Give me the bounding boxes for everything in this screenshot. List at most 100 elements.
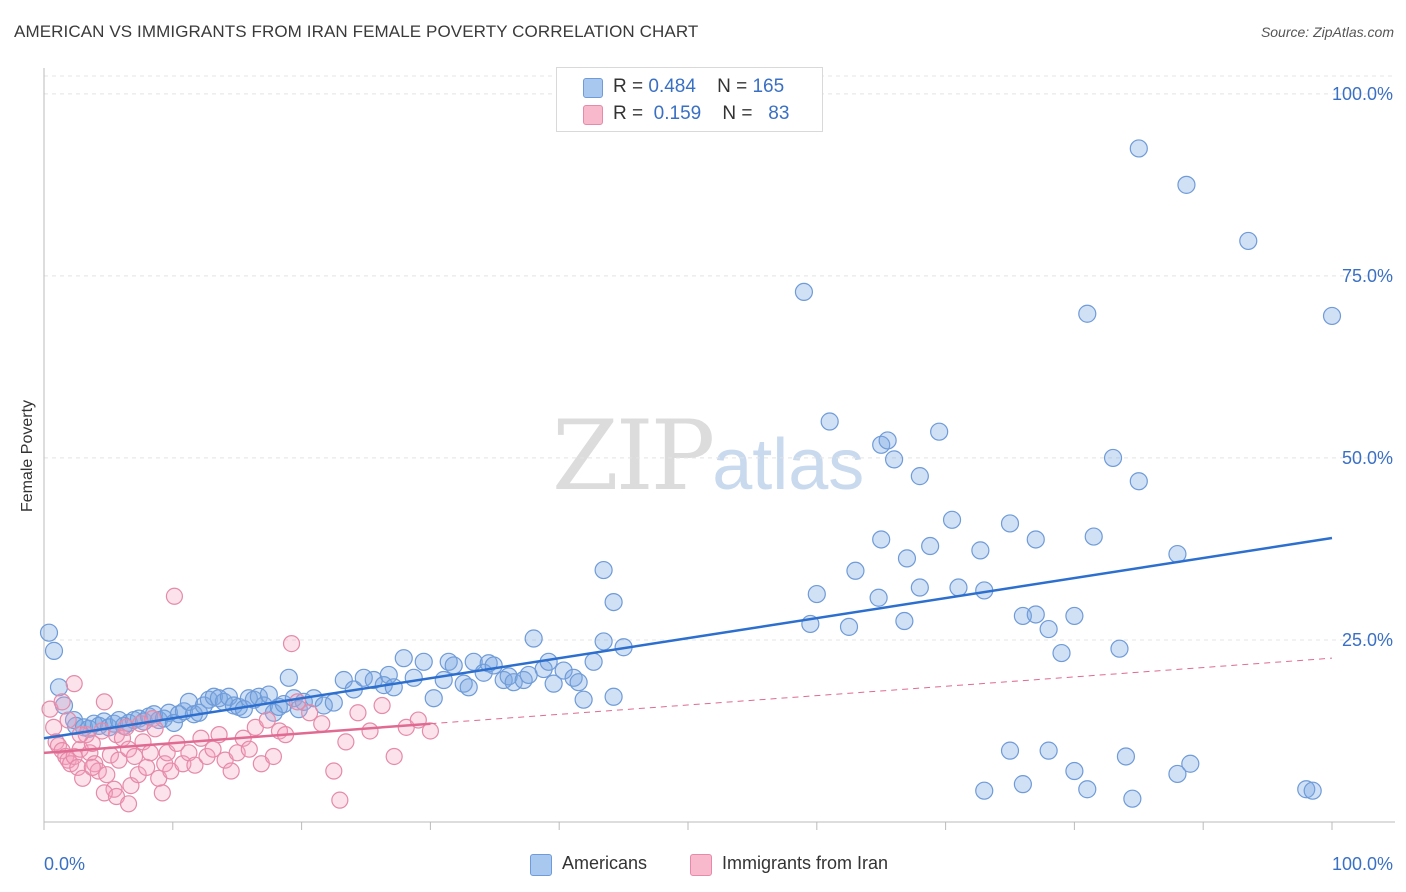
american-point xyxy=(514,670,533,690)
american-point xyxy=(459,678,478,697)
y-tick-label: 50.0% xyxy=(1342,448,1393,468)
iran-point xyxy=(337,733,355,751)
iran-point xyxy=(53,693,71,711)
iran-point xyxy=(282,635,301,653)
r-label: R = xyxy=(613,76,644,97)
iran-swatch xyxy=(583,105,603,125)
american-point xyxy=(1181,754,1200,773)
american-point xyxy=(444,656,463,675)
iran-point xyxy=(373,696,391,715)
american-point xyxy=(949,578,968,597)
x-tick-label: 0.0% xyxy=(44,854,85,874)
american-point xyxy=(1039,619,1058,639)
american-point xyxy=(314,696,333,715)
iran-point xyxy=(349,704,367,722)
iran-point xyxy=(153,784,171,802)
american-point xyxy=(1110,639,1129,658)
n-value: 83 xyxy=(768,103,790,124)
american-point xyxy=(524,629,543,648)
american-point xyxy=(384,678,403,697)
iran-point xyxy=(119,795,138,813)
n-value: 165 xyxy=(752,76,785,97)
american-point xyxy=(1026,530,1045,549)
watermark-atlas: atlas xyxy=(712,425,865,505)
american-point xyxy=(1026,605,1045,624)
american-point xyxy=(1013,775,1032,794)
american-point xyxy=(1078,304,1097,323)
american-point xyxy=(499,667,518,686)
iran-point xyxy=(146,720,164,738)
american-trend-line xyxy=(43,536,1333,740)
american-point xyxy=(975,781,994,800)
iran-trend-line xyxy=(430,657,1333,725)
american-point xyxy=(1129,139,1148,158)
american-point xyxy=(1065,606,1084,626)
y-tick-label: 75.0% xyxy=(1342,266,1393,286)
american-point xyxy=(1000,741,1020,760)
american-point xyxy=(1065,761,1084,781)
american-point xyxy=(869,588,888,607)
x-tick-label: 100.0% xyxy=(1332,854,1393,874)
american-point xyxy=(839,617,859,636)
american-point xyxy=(921,536,940,556)
american-point xyxy=(584,652,603,671)
stats-text-americans: R = 0.484 N = 165 xyxy=(613,76,784,98)
american-point xyxy=(930,422,949,441)
american-point xyxy=(484,656,503,675)
american-point xyxy=(897,549,917,568)
iran-point xyxy=(69,758,87,776)
american-point xyxy=(574,690,593,709)
american-point xyxy=(1103,448,1123,468)
iran-point xyxy=(361,722,379,740)
american-point xyxy=(1297,780,1316,799)
american-point xyxy=(1239,231,1258,251)
iran-point xyxy=(421,722,439,740)
american-point xyxy=(544,674,563,693)
american-point xyxy=(910,467,929,486)
american-point xyxy=(1123,789,1142,808)
iran-point xyxy=(165,587,184,605)
american-point xyxy=(569,673,588,692)
n-label: N = xyxy=(717,76,748,97)
american-point xyxy=(324,693,343,712)
american-point xyxy=(846,561,865,580)
iran-point xyxy=(313,715,331,733)
american-point xyxy=(942,510,962,529)
iran-point xyxy=(385,747,403,766)
american-point xyxy=(109,710,129,730)
iran-point xyxy=(186,756,204,774)
americans-swatch xyxy=(583,78,603,98)
american-point xyxy=(39,623,59,642)
american-point xyxy=(1039,741,1058,760)
american-point xyxy=(44,641,64,660)
r-label: R = xyxy=(613,103,644,124)
american-point xyxy=(594,632,613,651)
american-point xyxy=(1168,764,1187,784)
american-point xyxy=(424,689,443,708)
american-point xyxy=(49,678,69,697)
y-tick-label: 25.0% xyxy=(1342,630,1393,650)
iran-point xyxy=(264,747,283,766)
american-point xyxy=(1000,514,1020,533)
american-point xyxy=(1084,527,1103,546)
chart-title: AMERICAN VS IMMIGRANTS FROM IRAN FEMALE … xyxy=(14,22,699,41)
watermark: ZIPatlas xyxy=(552,400,864,512)
iran-point xyxy=(301,704,319,722)
american-point xyxy=(334,670,353,690)
iran-point xyxy=(83,734,101,752)
american-point xyxy=(884,450,904,469)
american-point xyxy=(594,560,613,580)
iran-point xyxy=(95,693,113,711)
american-point xyxy=(794,282,814,302)
american-point xyxy=(1303,781,1322,800)
american-point xyxy=(1052,643,1071,663)
american-point xyxy=(554,661,573,680)
american-point xyxy=(1078,780,1097,799)
r-value: 0.484 xyxy=(648,76,696,97)
american-point xyxy=(872,530,891,549)
american-point xyxy=(878,431,897,450)
iran-legend-swatch xyxy=(690,854,712,876)
iran-point xyxy=(325,762,343,780)
n-label: N = xyxy=(722,103,753,124)
american-point xyxy=(404,668,423,687)
